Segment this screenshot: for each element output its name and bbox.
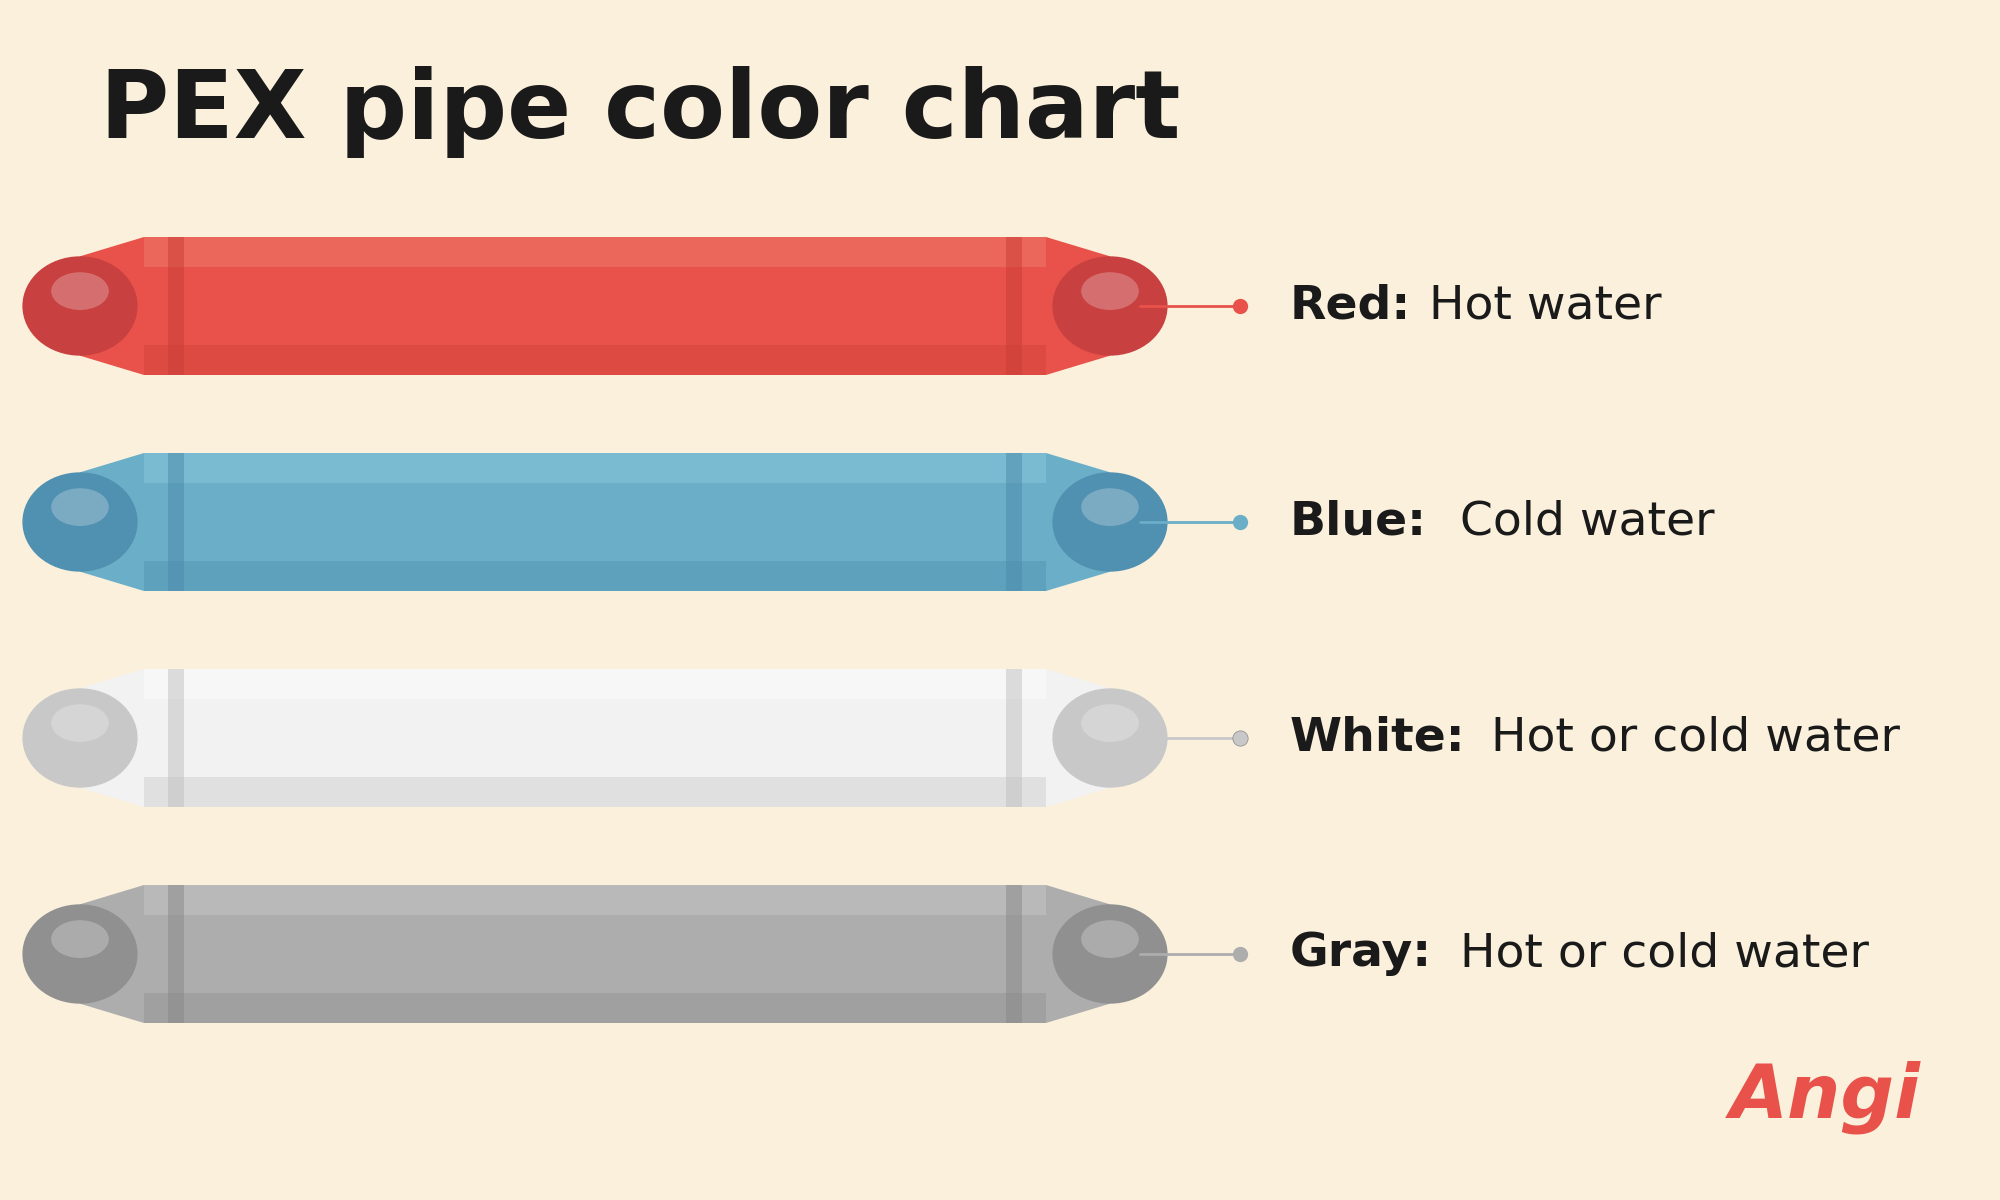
Text: White:: White: — [1290, 715, 1466, 761]
Ellipse shape — [52, 488, 108, 526]
Polygon shape — [80, 454, 144, 592]
Bar — [168, 670, 184, 806]
Ellipse shape — [1052, 257, 1168, 355]
Bar — [168, 886, 184, 1022]
Ellipse shape — [22, 905, 138, 1003]
Ellipse shape — [22, 689, 138, 787]
Bar — [1006, 236, 1022, 374]
Text: Hot water: Hot water — [1414, 283, 1662, 329]
Ellipse shape — [1052, 689, 1168, 787]
Ellipse shape — [52, 704, 108, 742]
Bar — [144, 992, 1046, 1022]
Ellipse shape — [22, 473, 138, 571]
Bar — [144, 454, 1046, 592]
Bar — [1006, 670, 1022, 806]
Bar — [144, 236, 1046, 268]
Bar — [144, 344, 1046, 374]
Ellipse shape — [52, 272, 108, 310]
Bar — [144, 560, 1046, 592]
Polygon shape — [80, 236, 144, 374]
Ellipse shape — [1082, 920, 1138, 958]
Polygon shape — [80, 670, 144, 806]
Polygon shape — [1046, 454, 1110, 592]
Polygon shape — [80, 886, 144, 1022]
Text: Cold water: Cold water — [1444, 499, 1714, 545]
Bar — [144, 236, 1046, 374]
Text: PEX pipe color chart: PEX pipe color chart — [100, 66, 1180, 158]
Polygon shape — [1046, 236, 1110, 374]
Polygon shape — [1046, 670, 1110, 806]
Text: Hot or cold water: Hot or cold water — [1444, 931, 1868, 977]
Bar — [168, 454, 184, 592]
Text: Gray:: Gray: — [1290, 931, 1432, 977]
Text: Hot or cold water: Hot or cold water — [1476, 715, 1900, 761]
Bar — [144, 670, 1046, 806]
Text: Angi: Angi — [1730, 1061, 1920, 1134]
Bar — [144, 776, 1046, 806]
Ellipse shape — [1052, 473, 1168, 571]
Bar — [144, 886, 1046, 1022]
Ellipse shape — [22, 257, 138, 355]
Ellipse shape — [52, 920, 108, 958]
Text: Red:: Red: — [1290, 283, 1412, 329]
Bar — [144, 452, 1046, 484]
Bar — [168, 236, 184, 374]
Text: Blue:: Blue: — [1290, 499, 1428, 545]
Polygon shape — [1046, 886, 1110, 1022]
Bar — [1006, 454, 1022, 592]
Bar — [1006, 886, 1022, 1022]
Ellipse shape — [1082, 488, 1138, 526]
Ellipse shape — [1082, 272, 1138, 310]
Bar — [144, 670, 1046, 700]
Ellipse shape — [1052, 905, 1168, 1003]
Bar — [144, 886, 1046, 916]
Ellipse shape — [1082, 704, 1138, 742]
